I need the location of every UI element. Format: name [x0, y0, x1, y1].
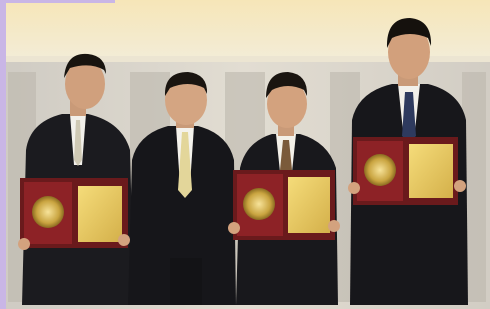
page: (() => { const data = JSON.parse(documen…	[0, 0, 490, 309]
top-border	[0, 0, 115, 3]
medal	[243, 188, 275, 220]
hand	[228, 222, 240, 234]
hand	[454, 180, 466, 192]
certificate	[409, 144, 453, 198]
plaque	[18, 178, 130, 250]
certificate	[288, 177, 330, 233]
hand	[328, 220, 340, 232]
photo	[0, 0, 490, 309]
certificate	[78, 186, 122, 242]
plaque	[348, 137, 466, 205]
medal	[364, 154, 396, 186]
medal	[32, 196, 64, 228]
hand	[348, 182, 360, 194]
hand	[18, 238, 30, 250]
plaque	[228, 170, 340, 240]
legs	[170, 258, 202, 305]
hand	[118, 234, 130, 246]
left-border	[0, 0, 6, 309]
